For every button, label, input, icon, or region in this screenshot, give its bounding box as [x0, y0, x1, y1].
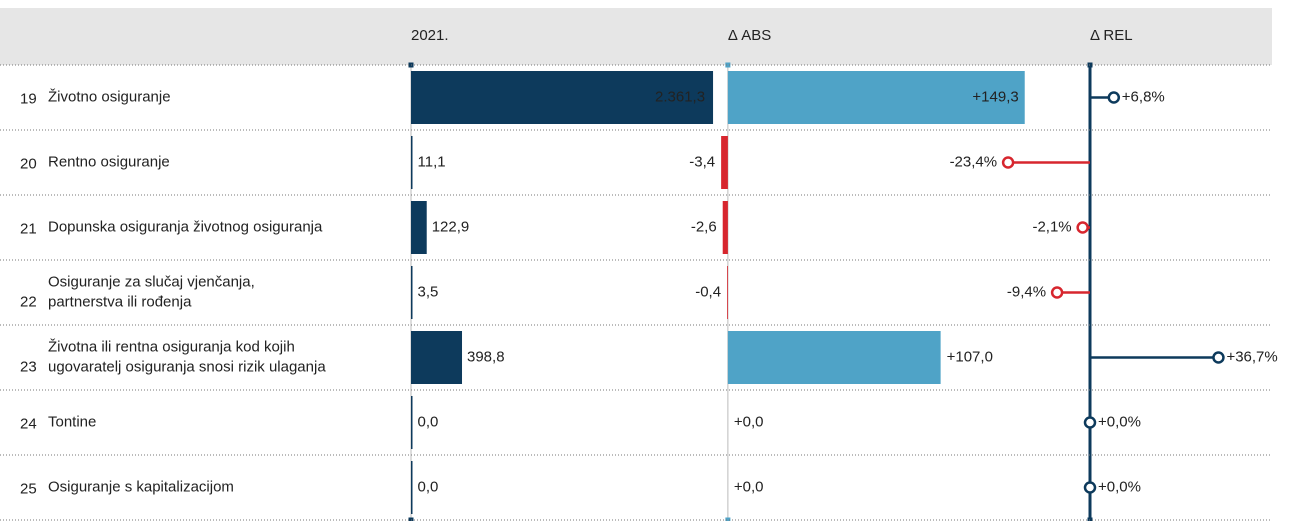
axis-cap — [725, 62, 731, 68]
abs-label: +107,0 — [947, 348, 993, 365]
row-number: 21 — [20, 220, 37, 237]
total-bar — [411, 331, 463, 384]
row-number: 23 — [20, 358, 37, 375]
row-label: Životna ili rentna osiguranja kod kojih — [48, 338, 295, 355]
row-number: 20 — [20, 155, 37, 172]
abs-label: +149,3 — [972, 88, 1018, 105]
total-label: 11,1 — [418, 153, 446, 170]
total-label: 2.361,3 — [655, 88, 705, 105]
row-number: 24 — [20, 415, 37, 432]
rel-dot — [1001, 156, 1015, 169]
total-bar — [411, 266, 413, 319]
column-header: Δ ABS — [728, 27, 771, 44]
row-label: Životno osiguranje — [48, 88, 171, 105]
total-bar — [411, 461, 413, 514]
rel-dot — [1076, 221, 1089, 234]
total-label: 122,9 — [432, 218, 470, 235]
rel-label: -9,4% — [1007, 283, 1046, 300]
column-header: Δ REL — [1090, 27, 1133, 44]
rel-dot — [1212, 351, 1225, 364]
rel-dot — [1083, 481, 1097, 494]
axis-cap — [1087, 517, 1093, 521]
total-label: 3,5 — [418, 283, 439, 300]
axis-cap — [1087, 62, 1093, 68]
rel-label: +36,7% — [1226, 348, 1277, 365]
abs-label: +0,0 — [734, 478, 764, 495]
abs-label: +0,0 — [734, 413, 764, 430]
rel-dot — [1107, 91, 1121, 104]
rel-label: +0,0% — [1098, 478, 1141, 495]
axis-cap — [725, 517, 731, 521]
rel-label: -23,4% — [950, 153, 998, 170]
rel-label: -2,1% — [1032, 218, 1071, 235]
abs-label: -0,4 — [695, 283, 721, 300]
row-label: Tontine — [48, 413, 96, 430]
total-bar — [411, 396, 413, 449]
abs-label: -2,6 — [691, 218, 717, 235]
abs-bar — [721, 136, 728, 189]
total-label: 398,8 — [467, 348, 505, 365]
row-label: ugovaratelj osiguranja snosi rizik ulaga… — [48, 358, 326, 375]
total-label: 0,0 — [418, 478, 439, 495]
axis-cap — [408, 517, 414, 521]
row-label: partnerstva ili rođenja — [48, 293, 192, 310]
rel-label: +6,8% — [1122, 88, 1165, 105]
row-label: Rentno osiguranje — [48, 153, 170, 170]
total-bar — [411, 71, 714, 124]
row-label: Dopunska osiguranja životnog osiguranja — [48, 218, 323, 235]
header-band — [0, 8, 1272, 65]
abs-bar — [722, 201, 728, 254]
total-label: 0,0 — [418, 413, 439, 430]
row-label: Osiguranje s kapitalizacijom — [48, 478, 234, 495]
abs-bar — [727, 331, 941, 384]
row-label: Osiguranje za slučaj vjenčanja, — [48, 273, 255, 290]
rel-label: +0,0% — [1098, 413, 1141, 430]
rel-dot — [1050, 286, 1064, 299]
total-bar — [411, 136, 413, 189]
row-number: 25 — [20, 480, 37, 497]
abs-bar — [727, 71, 1025, 124]
abs-bar — [727, 266, 728, 319]
row-number: 22 — [20, 293, 37, 310]
column-header: 2021. — [411, 27, 449, 44]
abs-label: -3,4 — [689, 153, 715, 170]
total-bar — [411, 201, 427, 254]
row-number: 19 — [20, 90, 37, 107]
rel-dot — [1083, 416, 1097, 429]
